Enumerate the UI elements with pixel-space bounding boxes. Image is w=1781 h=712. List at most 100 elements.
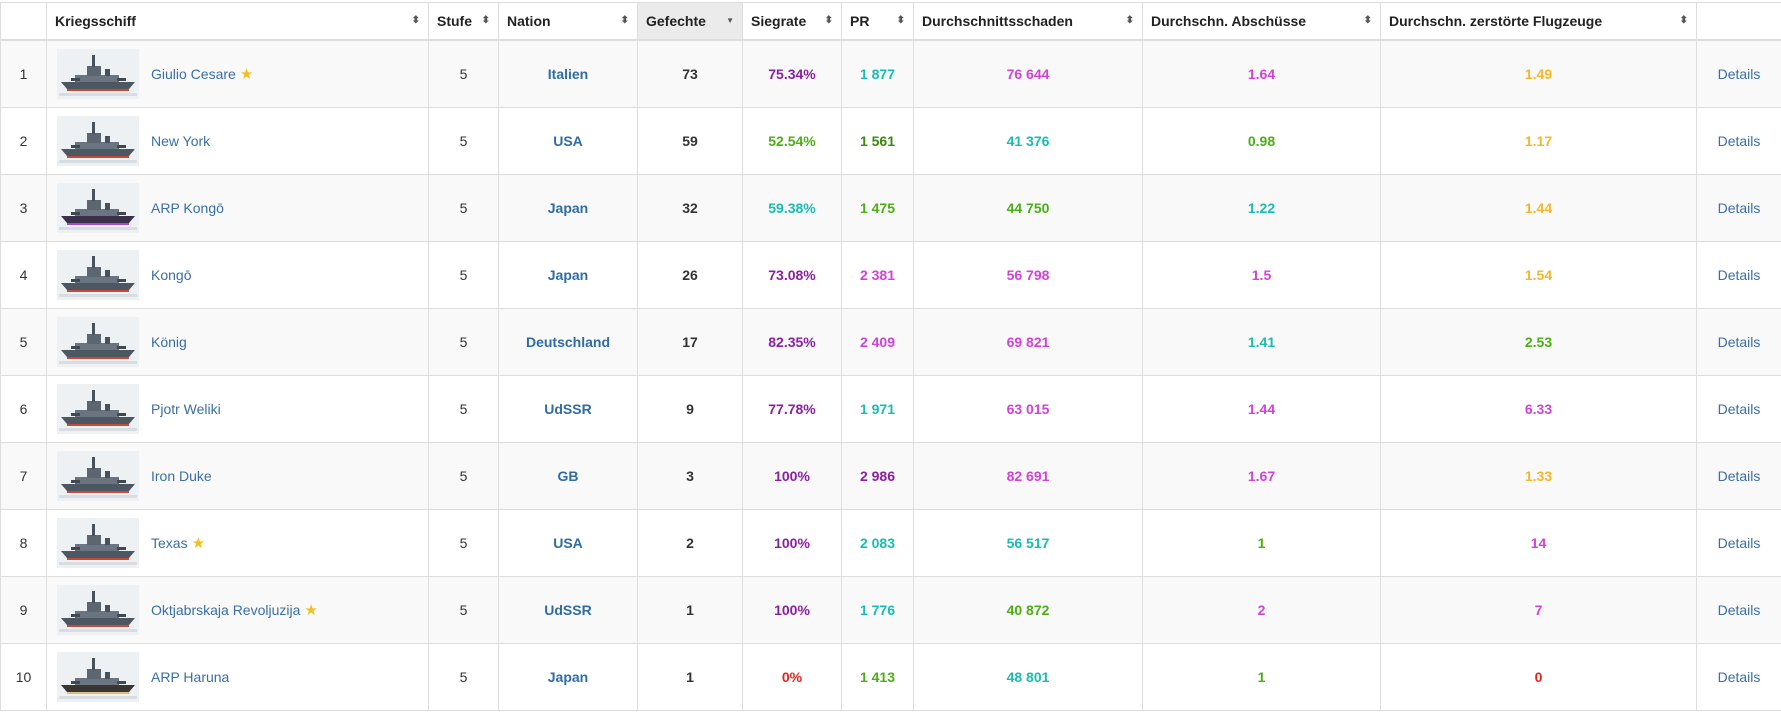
winrate-cell: 77.78% (743, 376, 842, 443)
sort-icon[interactable]: ⬍ (482, 16, 490, 26)
battles-cell: 73 (638, 40, 743, 108)
ship-name-link[interactable]: Oktjabrskaja Revoljuzija (151, 602, 300, 618)
ship-name-link[interactable]: Texas (151, 535, 188, 551)
winrate-cell: 82.35% (743, 309, 842, 376)
tier-cell: 5 (429, 108, 499, 175)
sort-icon[interactable]: ⬍ (1126, 16, 1134, 26)
col-winrate-header-label: Siegrate (751, 13, 806, 29)
ship-cell-content: Texas★ (57, 518, 428, 568)
sort-icon[interactable]: ⬍ (1680, 16, 1688, 26)
pr-cell: 1 475 (842, 175, 914, 242)
nation-cell: GB (499, 443, 638, 510)
nation-cell: UdSSR (499, 376, 638, 443)
col-nation-header-label: Nation (507, 13, 551, 29)
planes-cell: 1.44 (1381, 175, 1697, 242)
damage-cell: 41 376 (914, 108, 1143, 175)
sort-icon[interactable]: ⬍ (1364, 16, 1372, 26)
ship-image (57, 183, 139, 233)
damage-cell: 56 798 (914, 242, 1143, 309)
rank-cell: 5 (1, 309, 47, 376)
battles-cell: 9 (638, 376, 743, 443)
tier-cell: 5 (429, 644, 499, 711)
details-link[interactable]: Details (1718, 66, 1761, 82)
nation-cell: USA (499, 510, 638, 577)
col-rank-header (1, 3, 47, 41)
kills-cell: 1 (1143, 644, 1381, 711)
ship-name-link[interactable]: König (151, 334, 187, 350)
ship-name-link[interactable]: ARP Kongō (151, 200, 224, 216)
details-link[interactable]: Details (1718, 200, 1761, 216)
damage-cell: 63 015 (914, 376, 1143, 443)
sort-icon[interactable]: ⬍ (621, 16, 629, 26)
ship-cell-content: ARP Kongō (57, 183, 428, 233)
premium-star-icon: ★ (192, 534, 205, 552)
col-ship-header[interactable]: Kriegsschiff⬍ (47, 3, 429, 41)
sort-icon[interactable]: ⬍ (412, 16, 420, 26)
ship-cell: New York (47, 108, 429, 175)
pr-cell: 2 381 (842, 242, 914, 309)
battles-cell: 1 (638, 644, 743, 711)
col-kills-header[interactable]: Durchschn. Abschüsse⬍ (1143, 3, 1381, 41)
col-nation-header[interactable]: Nation ⬍ (499, 3, 638, 41)
nation-cell: USA (499, 108, 638, 175)
col-battles-header[interactable]: Gefechte▼ (638, 3, 743, 41)
planes-cell: 1.17 (1381, 108, 1697, 175)
winrate-cell: 100% (743, 443, 842, 510)
winrate-cell: 100% (743, 510, 842, 577)
ship-name-link[interactable]: Kongō (151, 267, 191, 283)
col-tier-header[interactable]: Stufe⬍ (429, 3, 499, 41)
sort-icon[interactable]: ⬍ (897, 16, 905, 26)
details-link[interactable]: Details (1718, 334, 1761, 350)
details-cell: Details (1697, 242, 1781, 309)
ship-cell-content: Kongō (57, 250, 428, 300)
pr-cell: 1 877 (842, 40, 914, 108)
ship-name-link[interactable]: ARP Haruna (151, 669, 229, 685)
ship-cell-content: Pjotr Weliki (57, 384, 428, 434)
rank-cell: 8 (1, 510, 47, 577)
winrate-cell: 52.54% (743, 108, 842, 175)
ship-name-link[interactable]: Iron Duke (151, 468, 212, 484)
winrate-cell: 59.38% (743, 175, 842, 242)
damage-cell: 76 644 (914, 40, 1143, 108)
ship-name-link[interactable]: Pjotr Weliki (151, 401, 221, 417)
col-pr-header[interactable]: PR⬍ (842, 3, 914, 41)
col-winrate-header[interactable]: Siegrate ⬍ (743, 3, 842, 41)
details-cell: Details (1697, 309, 1781, 376)
col-planes-header[interactable]: Durchschn. zerstörte Flugzeuge⬍ (1381, 3, 1697, 41)
details-link[interactable]: Details (1718, 535, 1761, 551)
ship-cell: Pjotr Weliki (47, 376, 429, 443)
details-link[interactable]: Details (1718, 267, 1761, 283)
winrate-cell: 0% (743, 644, 842, 711)
tier-cell: 5 (429, 242, 499, 309)
ship-name-link[interactable]: New York (151, 133, 210, 149)
ship-name-link[interactable]: Giulio Cesare (151, 66, 236, 82)
ship-image (57, 518, 139, 568)
kills-cell: 2 (1143, 577, 1381, 644)
details-link[interactable]: Details (1718, 133, 1761, 149)
tier-cell: 5 (429, 175, 499, 242)
ship-cell: Kongō (47, 242, 429, 309)
battles-cell: 1 (638, 577, 743, 644)
rank-cell: 3 (1, 175, 47, 242)
sort-desc-icon[interactable]: ▼ (726, 17, 734, 25)
col-damage-header[interactable]: Durchschnittsschaden⬍ (914, 3, 1143, 41)
details-cell: Details (1697, 40, 1781, 108)
premium-star-icon: ★ (240, 65, 253, 83)
tier-cell: 5 (429, 309, 499, 376)
nation-cell: Japan (499, 175, 638, 242)
rank-cell: 9 (1, 577, 47, 644)
battles-cell: 26 (638, 242, 743, 309)
premium-star-icon: ★ (304, 601, 317, 619)
details-link[interactable]: Details (1718, 669, 1761, 685)
details-cell: Details (1697, 108, 1781, 175)
details-link[interactable]: Details (1718, 468, 1761, 484)
battles-cell: 3 (638, 443, 743, 510)
details-link[interactable]: Details (1718, 602, 1761, 618)
sort-icon[interactable]: ⬍ (825, 16, 833, 26)
details-link[interactable]: Details (1718, 401, 1761, 417)
pr-cell: 2 409 (842, 309, 914, 376)
